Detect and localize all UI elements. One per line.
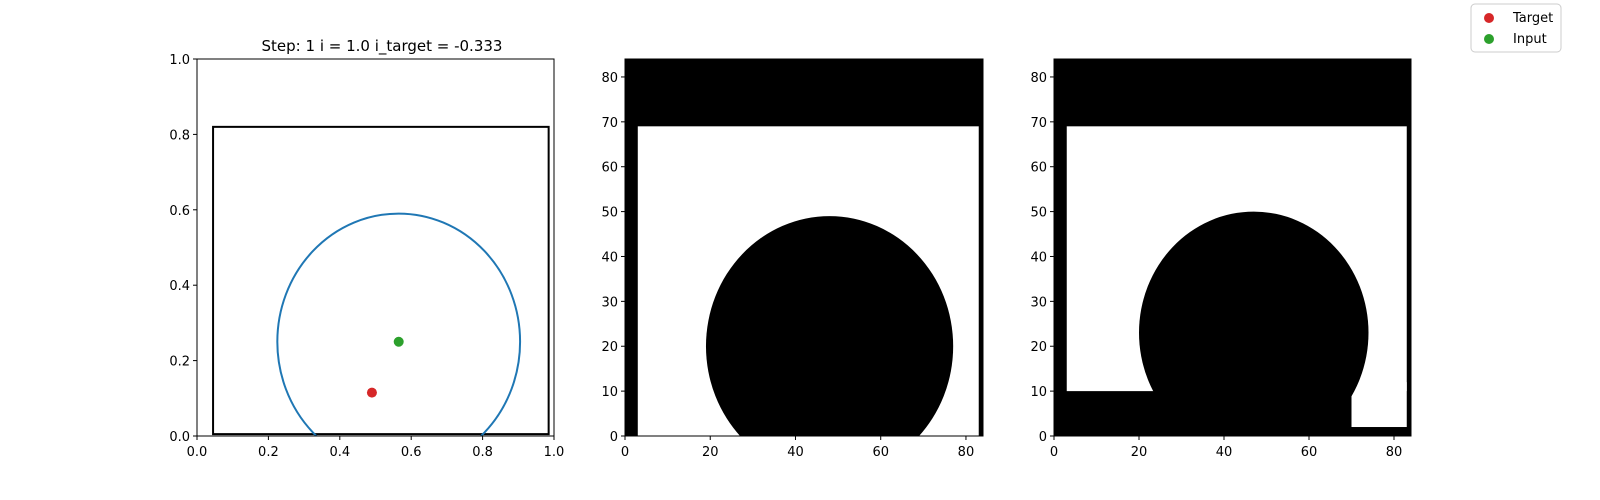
y-tick-label: 10 <box>601 385 618 400</box>
x-tick-label: 0 <box>621 445 629 460</box>
x-tick-label: 0.2 <box>258 445 279 460</box>
legend-label-target: Target <box>1512 11 1553 26</box>
y-tick-label: 40 <box>601 250 618 265</box>
y-tick-label: 70 <box>1030 116 1047 131</box>
y-tick-label: 70 <box>601 116 618 131</box>
y-tick-label: 0.0 <box>169 430 190 445</box>
y-tick-label: 0.6 <box>169 204 190 219</box>
y-tick-label: 30 <box>1030 295 1047 310</box>
y-tick-label: 20 <box>1030 340 1047 355</box>
x-tick-label: 80 <box>958 445 975 460</box>
y-tick-label: 0 <box>610 430 618 445</box>
heatmap-disk <box>1139 211 1369 436</box>
legend-marker-input <box>1484 34 1494 44</box>
chart-title: Step: 1 i = 1.0 i_target = -0.333 <box>262 37 503 56</box>
y-tick-label: 50 <box>1030 206 1047 221</box>
x-tick-label: 0.6 <box>401 445 422 460</box>
heatmap-region <box>1351 382 1407 428</box>
y-tick-label: 10 <box>1030 385 1047 400</box>
legend-marker-target <box>1484 13 1494 23</box>
y-tick-label: 20 <box>601 340 618 355</box>
x-tick-label: 0.8 <box>472 445 493 460</box>
heatmap-image <box>625 59 983 436</box>
y-tick-label: 0.2 <box>169 355 190 370</box>
y-tick-label: 40 <box>1030 250 1047 265</box>
x-tick-label: 40 <box>1216 445 1233 460</box>
x-tick-label: 0 <box>1050 445 1058 460</box>
axis-ticks: 0 20 40 60 80 0 10 20 30 40 50 60 70 80 <box>601 71 974 460</box>
x-tick-label: 60 <box>872 445 889 460</box>
y-tick-label: 80 <box>1030 71 1047 86</box>
y-tick-label: 80 <box>601 71 618 86</box>
x-tick-label: 0.0 <box>187 445 208 460</box>
x-tick-label: 1.0 <box>544 445 565 460</box>
heatmap-disk <box>706 216 954 436</box>
y-tick-label: 0.8 <box>169 128 190 143</box>
axes-frame <box>624 58 984 437</box>
x-tick-label: 80 <box>1386 445 1403 460</box>
x-tick-label: 0.4 <box>329 445 350 460</box>
x-tick-label: 20 <box>702 445 719 460</box>
legend: Target Input <box>1470 3 1562 53</box>
y-tick-label: 0 <box>1039 430 1047 445</box>
scatter-point-target <box>366 387 377 398</box>
circle-outline <box>276 212 522 436</box>
y-tick-label: 60 <box>601 161 618 176</box>
boundary-rectangle <box>212 125 550 436</box>
axis-ticks: 0.0 0.2 0.4 0.6 0.8 1.0 0.0 0.2 0.4 0.6 0.8 1.0 <box>169 53 564 460</box>
axis-ticks: 0 20 40 60 80 0 10 20 30 40 50 60 70 80 <box>1030 71 1402 460</box>
x-tick-label: 40 <box>787 445 804 460</box>
heatmap-image <box>1054 59 1411 436</box>
axes-frame <box>1053 58 1412 437</box>
panel-heatmap-target: 0 20 40 60 80 0 10 20 30 40 50 60 70 80 <box>601 58 984 460</box>
y-tick-label: 50 <box>601 206 618 221</box>
panel-heatmap-prediction: 0 20 40 60 80 0 10 20 30 40 50 60 70 80 <box>1030 58 1412 460</box>
plot-area <box>212 125 550 436</box>
y-tick-label: 30 <box>601 295 618 310</box>
panel-scatter: Step: 1 i = 1.0 i_target = -0.333 0.0 0.2… <box>169 37 564 460</box>
axes-frame <box>196 58 555 437</box>
y-tick-label: 0.4 <box>169 279 190 294</box>
x-tick-label: 60 <box>1301 445 1318 460</box>
legend-label-input: Input <box>1513 32 1547 47</box>
y-tick-label: 1.0 <box>169 53 190 68</box>
scatter-point-input <box>393 336 404 347</box>
x-tick-label: 20 <box>1131 445 1148 460</box>
y-tick-label: 60 <box>1030 161 1047 176</box>
